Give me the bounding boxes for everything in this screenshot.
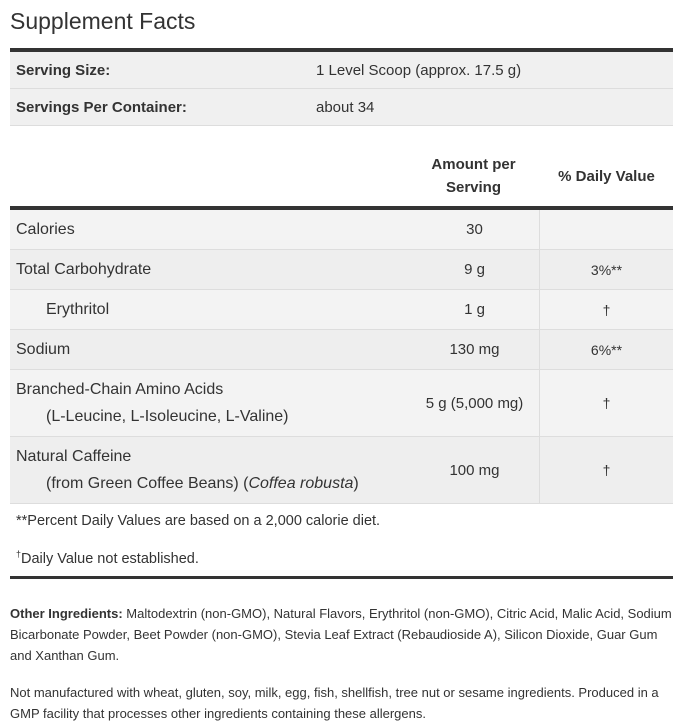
nutrient-amount: 5 g (5,000 mg) <box>410 369 540 437</box>
divider <box>10 576 673 579</box>
serving-info-table: Serving Size: 1 Level Scoop (approx. 17.… <box>10 48 673 126</box>
dagger-footnote: †Daily Value not established. <box>16 549 199 567</box>
serving-size-value: 1 Level Scoop (approx. 17.5 g) <box>310 50 673 89</box>
nutrient-subtext: (from Green Coffee Beans) (Coffea robust… <box>16 470 404 497</box>
nutrient-dv: 3%** <box>539 249 673 290</box>
nutrient-dv: † <box>539 369 673 437</box>
percent-daily-footnote: **Percent Daily Values are based on a 2,… <box>16 513 381 529</box>
subtext-pre: (from Green Coffee Beans) ( <box>46 475 249 492</box>
nutrient-name: Branched-Chain Amino Acids <box>16 381 224 398</box>
table-row: Calories 30 <box>10 210 673 250</box>
allergen-statement: Not manufactured with wheat, gluten, soy… <box>10 685 659 721</box>
nutrient-subtext: (L-Leucine, L-Isoleucine, L-Valine) <box>46 408 289 425</box>
nutrient-amount: 30 <box>410 210 540 250</box>
other-ingredients: Other Ingredients: Maltodextrin (non-GMO… <box>10 603 678 666</box>
serving-size-row: Serving Size: 1 Level Scoop (approx. 17.… <box>10 50 673 89</box>
other-ingredients-text: Maltodextrin (non-GMO), Natural Flavors,… <box>10 606 672 663</box>
table-row: Total Carbohydrate 9 g 3%** <box>10 249 673 290</box>
nutrient-amount: 130 mg <box>410 329 540 370</box>
nutrient-name: Natural Caffeine <box>16 448 132 465</box>
nutrient-name: Sodium <box>10 329 410 370</box>
dagger-mark: † <box>16 549 22 559</box>
servings-per-container-value: about 34 <box>310 88 673 126</box>
nutrient-amount: 9 g <box>410 249 540 290</box>
servings-per-container-row: Servings Per Container: about 34 <box>10 88 673 126</box>
table-row: Sodium 130 mg 6%** <box>10 329 673 370</box>
subtext-post: ) <box>353 475 359 492</box>
nutrient-dv: † <box>539 289 673 330</box>
amount-header-line1: Amount per <box>431 156 516 173</box>
amount-header-line2: Serving <box>445 179 502 196</box>
nutrient-name: Total Carbohydrate <box>10 249 410 290</box>
nutrient-dv: † <box>539 436 673 504</box>
nutrient-table: Calories 30 Total Carbohydrate 9 g 3%** … <box>10 210 673 504</box>
nutrient-amount: 1 g <box>410 289 540 330</box>
daily-value-header: % Daily Value <box>558 168 655 185</box>
serving-size-label: Serving Size: <box>10 50 310 89</box>
nutrient-dv: 6%** <box>539 329 673 370</box>
amount-per-serving-header: Amount per Serving <box>410 153 537 199</box>
table-row: Natural Caffeine (from Green Coffee Bean… <box>10 436 673 504</box>
servings-per-container-label: Servings Per Container: <box>10 88 310 126</box>
nutrient-table-header: Amount per Serving % Daily Value <box>10 150 673 210</box>
species-name: Coffea robusta <box>248 475 354 492</box>
nutrient-name: Erythritol <box>46 300 110 318</box>
page-title: Supplement Facts <box>10 8 196 34</box>
nutrient-dv <box>539 210 673 250</box>
table-row: Erythritol 1 g † <box>10 289 673 330</box>
other-ingredients-label: Other Ingredients: <box>10 606 123 621</box>
nutrient-amount: 100 mg <box>410 436 540 504</box>
table-row: Branched-Chain Amino Acids (L-Leucine, L… <box>10 369 673 437</box>
nutrient-name: Calories <box>10 210 410 250</box>
dagger-text: Daily Value not established. <box>21 550 199 567</box>
